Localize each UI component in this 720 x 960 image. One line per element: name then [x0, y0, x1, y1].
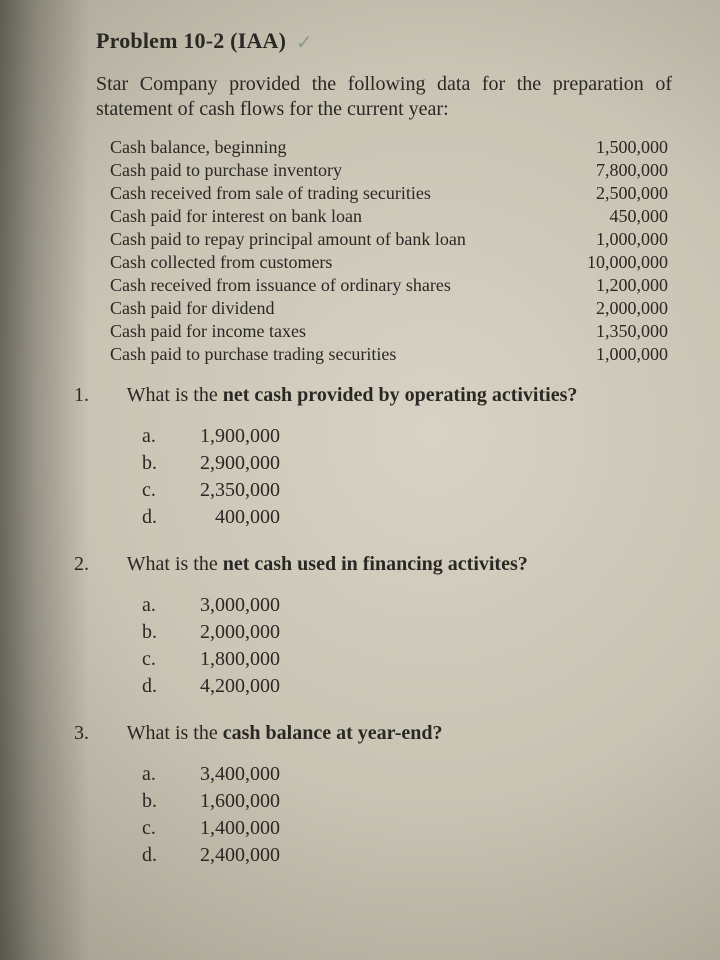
option: b.2,000,000: [142, 619, 672, 646]
data-value: 1,000,000: [558, 343, 668, 366]
data-row: Cash paid for income taxes 1,350,000: [110, 320, 668, 343]
question-bold: cash balance at year-end?: [223, 722, 443, 744]
data-value: 450,000: [558, 205, 668, 228]
data-row: Cash received from issuance of ordinary …: [110, 274, 668, 297]
option-value: 2,900,000: [170, 450, 280, 477]
option-letter: d.: [142, 673, 170, 700]
question-pre: What is the: [127, 553, 223, 575]
intro-paragraph: Star Company provided the following data…: [96, 72, 672, 122]
data-value: 1,500,000: [558, 136, 668, 159]
data-label: Cash received from sale of trading secur…: [110, 182, 558, 205]
data-value: 7,800,000: [558, 159, 668, 182]
option-value: 1,800,000: [170, 646, 280, 673]
data-label: Cash paid to purchase trading securities: [110, 343, 558, 366]
option: c.1,800,000: [142, 646, 672, 673]
option-letter: d.: [142, 504, 170, 531]
option-letter: c.: [142, 477, 170, 504]
option: b.1,600,000: [142, 788, 672, 815]
question-bold: net cash used in financing activites?: [223, 553, 528, 575]
data-label: Cash paid for interest on bank loan: [110, 205, 558, 228]
options: a.3,400,000 b.1,600,000 c.1,400,000 d.2,…: [142, 761, 672, 869]
data-row: Cash collected from customers 10,000,000: [110, 251, 668, 274]
question-number: 2.: [98, 553, 122, 576]
option-letter: a.: [142, 423, 170, 450]
question: 2. What is the net cash used in financin…: [120, 553, 672, 576]
option-letter: a.: [142, 592, 170, 619]
option-value: 1,600,000: [170, 788, 280, 815]
option-value: 3,400,000: [170, 761, 280, 788]
question-pre: What is the: [127, 384, 223, 406]
data-label: Cash paid to repay principal amount of b…: [110, 228, 558, 251]
question: 1. What is the net cash provided by oper…: [120, 384, 672, 407]
data-value: 10,000,000: [558, 251, 668, 274]
options: a.3,000,000 b.2,000,000 c.1,800,000 d.4,…: [142, 592, 672, 700]
option-value: 2,400,000: [170, 842, 280, 869]
option-letter: c.: [142, 815, 170, 842]
option-letter: b.: [142, 619, 170, 646]
option: a.3,400,000: [142, 761, 672, 788]
option-letter: b.: [142, 450, 170, 477]
option-value: 1,400,000: [170, 815, 280, 842]
option-letter: b.: [142, 788, 170, 815]
data-row: Cash balance, beginning 1,500,000: [110, 136, 668, 159]
question-bold: net cash provided by operating activitie…: [223, 384, 578, 406]
data-row: Cash paid to purchase trading securities…: [110, 343, 668, 366]
data-value: 1,350,000: [558, 320, 668, 343]
option: a.3,000,000: [142, 592, 672, 619]
title-text: Problem 10-2 (IAA): [96, 28, 286, 53]
page: Problem 10-2 (IAA) ✓ Star Company provid…: [96, 28, 672, 891]
problem-title: Problem 10-2 (IAA) ✓: [96, 28, 672, 54]
data-row: Cash received from sale of trading secur…: [110, 182, 668, 205]
option-letter: a.: [142, 761, 170, 788]
option: d.2,400,000: [142, 842, 672, 869]
data-value: 1,000,000: [558, 228, 668, 251]
data-row: Cash paid to repay principal amount of b…: [110, 228, 668, 251]
option-letter: c.: [142, 646, 170, 673]
data-row: Cash paid for interest on bank loan 450,…: [110, 205, 668, 228]
option-value: 1,900,000: [170, 423, 280, 450]
question-number: 3.: [98, 722, 122, 745]
data-value: 1,200,000: [558, 274, 668, 297]
data-row: Cash paid for dividend 2,000,000: [110, 297, 668, 320]
data-label: Cash paid for income taxes: [110, 320, 558, 343]
data-label: Cash received from issuance of ordinary …: [110, 274, 558, 297]
checkmark-icon: ✓: [296, 30, 313, 55]
data-list: Cash balance, beginning 1,500,000 Cash p…: [110, 136, 668, 366]
option: a.1,900,000: [142, 423, 672, 450]
option-value: 3,000,000: [170, 592, 280, 619]
option-letter: d.: [142, 842, 170, 869]
option: d.400,000: [142, 504, 672, 531]
option-value: 2,000,000: [170, 619, 280, 646]
option: d.4,200,000: [142, 673, 672, 700]
data-label: Cash paid for dividend: [110, 297, 558, 320]
question: 3. What is the cash balance at year-end?: [120, 722, 672, 745]
option: c.1,400,000: [142, 815, 672, 842]
data-value: 2,500,000: [558, 182, 668, 205]
option: b.2,900,000: [142, 450, 672, 477]
option-value: 400,000: [170, 504, 280, 531]
data-label: Cash collected from customers: [110, 251, 558, 274]
options: a.1,900,000 b.2,900,000 c.2,350,000 d.40…: [142, 423, 672, 531]
question-pre: What is the: [127, 722, 223, 744]
data-label: Cash paid to purchase inventory: [110, 159, 558, 182]
data-row: Cash paid to purchase inventory 7,800,00…: [110, 159, 668, 182]
data-value: 2,000,000: [558, 297, 668, 320]
option-value: 4,200,000: [170, 673, 280, 700]
question-number: 1.: [98, 384, 122, 407]
option: c.2,350,000: [142, 477, 672, 504]
option-value: 2,350,000: [170, 477, 280, 504]
data-label: Cash balance, beginning: [110, 136, 558, 159]
